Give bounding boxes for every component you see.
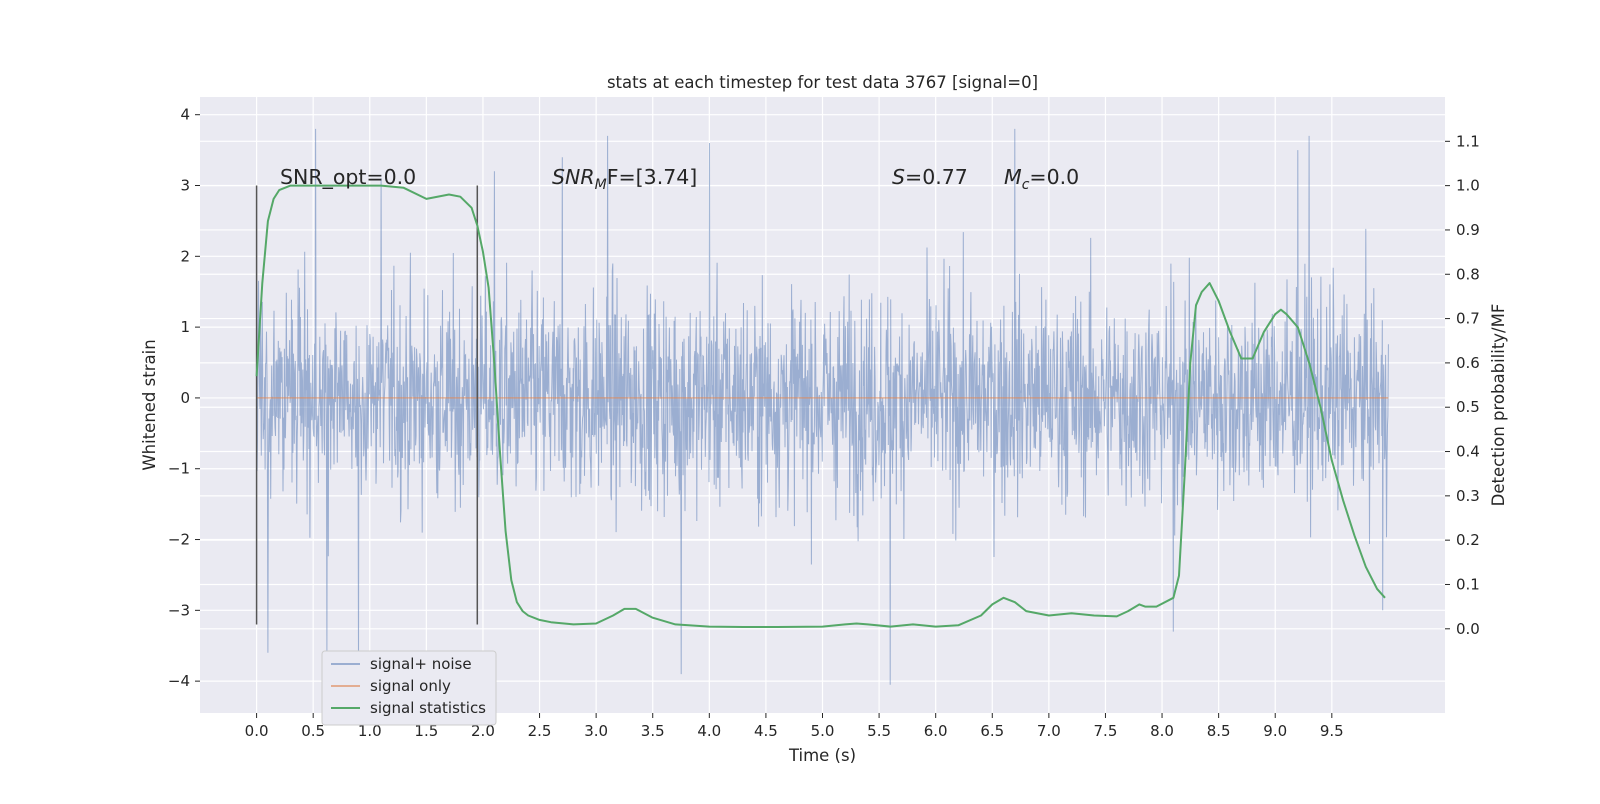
y2-tick-label: 0.7 (1456, 310, 1480, 328)
x-tick-label: 8.0 (1150, 722, 1174, 740)
y-tick-label: −3 (168, 601, 190, 619)
y-tick-label: −1 (168, 460, 190, 478)
legend: signal+ noise signal only signal statist… (322, 651, 496, 725)
x-tick-label: 5.0 (811, 722, 835, 740)
annotation-s: S=0.77 (892, 165, 968, 189)
y-tick-label: 0 (180, 389, 190, 407)
y-tick-label: 2 (180, 247, 190, 265)
y2-tick-label: 0.3 (1456, 487, 1480, 505)
y-tick-label: −4 (168, 672, 190, 690)
y2-tick-label: 0.0 (1456, 620, 1480, 638)
y2-tick-label: 0.6 (1456, 354, 1480, 372)
snr-mf-rest: F=[3.74] (607, 165, 698, 189)
legend-label-signal-only: signal only (370, 677, 451, 695)
y2-tick-label: 0.2 (1456, 531, 1480, 549)
y2-tick-label: 0.5 (1456, 398, 1480, 416)
y-axis-label: Whitened strain (140, 339, 159, 470)
legend-label-signal-statistics: signal statistics (370, 699, 486, 717)
x-tick-label: 7.0 (1037, 722, 1061, 740)
x-tick-label: 9.0 (1263, 722, 1287, 740)
x-tick-label: 3.0 (584, 722, 608, 740)
annotation-snr-opt: SNR_opt=0.0 (280, 165, 416, 190)
y2-tick-label: 1.0 (1456, 177, 1480, 195)
y2-tick-label: 0.9 (1456, 221, 1480, 239)
s-var: S (892, 165, 905, 189)
y2-tick-label: 1.1 (1456, 132, 1480, 150)
y2-axis-label: Detection probability/MF (1489, 304, 1508, 507)
y-tick-label: 4 (180, 106, 190, 124)
x-tick-label: 0.0 (245, 722, 269, 740)
x-tick-label: 4.0 (697, 722, 721, 740)
x-tick-label: 9.5 (1320, 722, 1344, 740)
y-tick-label: 3 (180, 177, 190, 195)
annotation-mc: Mc=0.0 (1004, 165, 1079, 193)
y-tick-label: −2 (168, 531, 190, 549)
x-tick-label: 6.0 (924, 722, 948, 740)
mc-var: M (1004, 165, 1022, 189)
snr-mf-sub: M (595, 177, 607, 193)
x-tick-label: 3.5 (641, 722, 665, 740)
legend-label-signal-noise: signal+ noise (370, 655, 472, 673)
chart-title: stats at each timestep for test data 376… (607, 73, 1038, 92)
x-tick-label: 7.5 (1094, 722, 1118, 740)
annotation-snr-mf: SNRMF=[3.74] (552, 165, 697, 193)
x-tick-label: 4.5 (754, 722, 778, 740)
x-axis-label: Time (s) (788, 746, 856, 765)
y-tick-label: 1 (180, 318, 190, 336)
x-tick-label: 6.5 (980, 722, 1004, 740)
y2-tick-label: 0.1 (1456, 575, 1480, 593)
x-tick-label: 8.5 (1207, 722, 1231, 740)
snr-mf-main: SNR (552, 165, 595, 189)
y2-tick-label: 0.8 (1456, 265, 1480, 283)
x-tick-label: 2.5 (528, 722, 552, 740)
y2-tick-label: 0.4 (1456, 443, 1480, 461)
mc-rest: =0.0 (1029, 165, 1079, 189)
s-rest: =0.77 (905, 165, 968, 189)
x-tick-label: 5.5 (867, 722, 891, 740)
x-tick-label: 0.5 (301, 722, 325, 740)
